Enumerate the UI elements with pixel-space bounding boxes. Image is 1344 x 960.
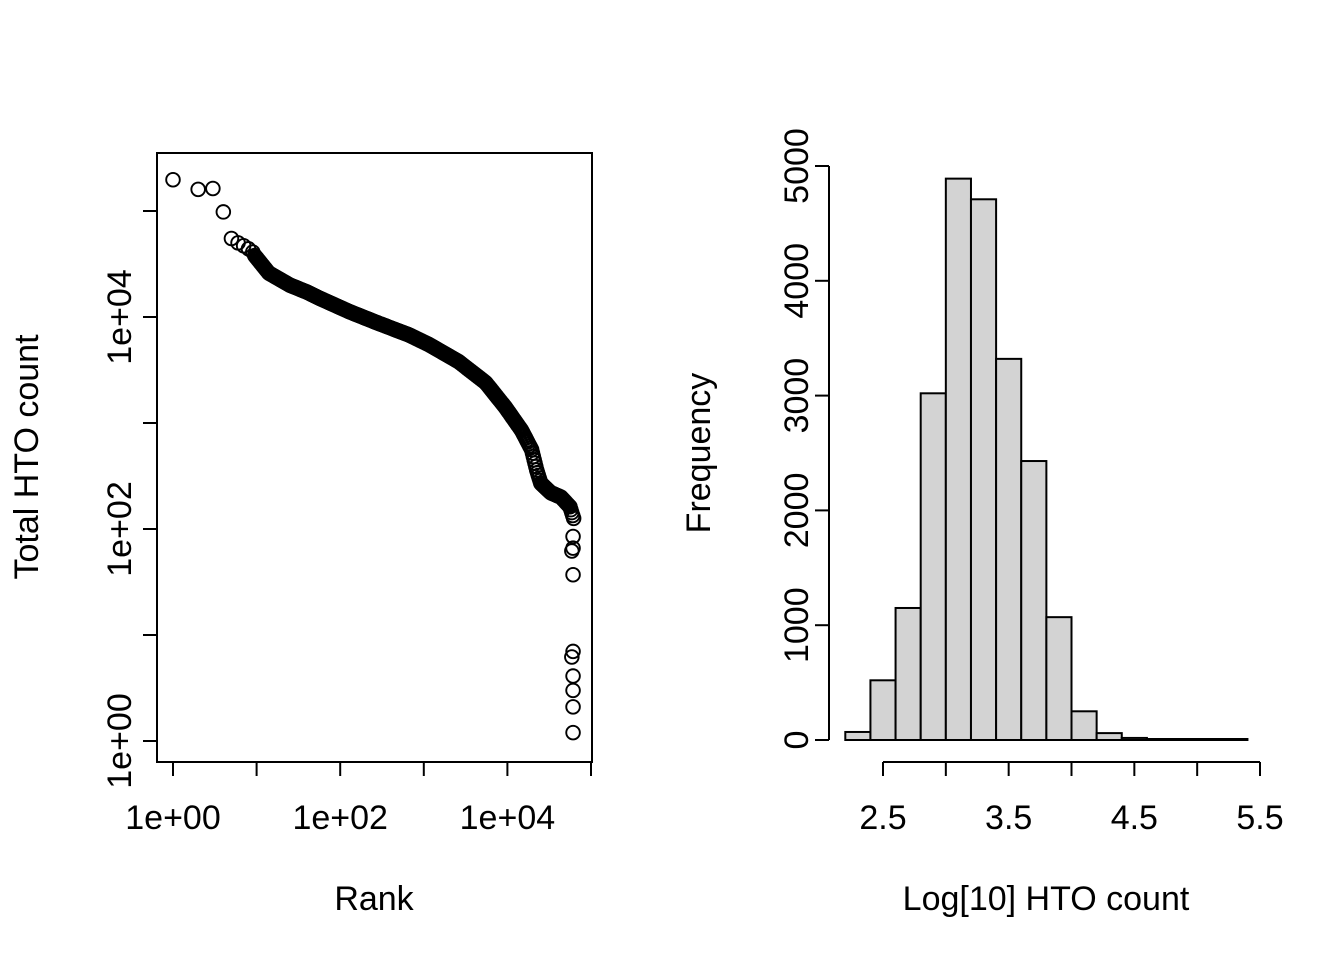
y-tick-label: 2000 bbox=[778, 473, 816, 549]
histogram-bar bbox=[1095, 732, 1123, 741]
histogram-bar bbox=[1020, 460, 1048, 741]
scatter-point bbox=[564, 543, 580, 559]
scatter-point bbox=[565, 682, 581, 699]
histogram-bars bbox=[844, 177, 1249, 742]
scatter-point bbox=[565, 643, 581, 660]
y-tick-label: 1e+02 bbox=[101, 481, 139, 577]
scatter-point bbox=[564, 649, 580, 665]
x-tick-label: 4.5 bbox=[1111, 799, 1158, 837]
scatter-point bbox=[190, 181, 206, 198]
y-tick-label: 0 bbox=[778, 731, 816, 750]
x-tick-label: 2.5 bbox=[859, 799, 906, 837]
histogram-bar bbox=[1221, 738, 1249, 741]
knee-y-axis-title: Total HTO count bbox=[8, 334, 46, 580]
hist-y-axis-title: Frequency bbox=[680, 373, 718, 534]
plot-box bbox=[156, 152, 593, 763]
histogram-bar bbox=[919, 392, 947, 741]
y-tick-label: 4000 bbox=[778, 243, 816, 319]
histogram-bar bbox=[1171, 738, 1199, 741]
knee-x-axis-title: Rank bbox=[334, 880, 414, 918]
y-tick-label: 5000 bbox=[778, 128, 816, 204]
scatter-point bbox=[205, 180, 221, 197]
histogram-bar bbox=[844, 730, 872, 741]
scatter-point bbox=[165, 172, 181, 188]
histogram: 0 1000 2000 3000 4000 5000 2.5 3.5 4.5 5.5 Log[10… bbox=[680, 128, 1284, 918]
scatter-point bbox=[565, 699, 581, 715]
knee-plot: 1e+00 1e+02 1e+04 1e+00 1e+02 1e+04 Rank Tota… bbox=[8, 152, 593, 918]
x-tick-label: 5.5 bbox=[1236, 799, 1283, 837]
scatter-point bbox=[215, 204, 232, 220]
histogram-bar bbox=[995, 357, 1023, 741]
x-tick-label: 1e+04 bbox=[460, 799, 556, 837]
histogram-bar bbox=[1070, 710, 1098, 741]
histogram-bar bbox=[1145, 738, 1174, 741]
scatter-point bbox=[565, 510, 582, 527]
scatter-point bbox=[565, 528, 581, 545]
y-tick-label: 1e+04 bbox=[101, 269, 139, 365]
x-tick-label: 1e+02 bbox=[292, 799, 388, 837]
histogram-bar bbox=[1120, 736, 1148, 741]
histogram-bar bbox=[969, 198, 998, 742]
hist-x-axis-title: Log[10] HTO count bbox=[903, 880, 1190, 918]
y-tick-label: 1e+00 bbox=[101, 693, 139, 789]
y-tick-label: 1000 bbox=[778, 587, 816, 663]
histogram-bar bbox=[894, 606, 922, 741]
histogram-bar bbox=[1196, 738, 1224, 741]
histogram-bar bbox=[944, 177, 972, 742]
histogram-bar bbox=[869, 679, 897, 742]
y-tick-label: 3000 bbox=[778, 358, 816, 434]
knee-plot-points bbox=[165, 172, 582, 741]
histogram-axes: 0 1000 2000 3000 4000 5000 2.5 3.5 4.5 5.5 bbox=[778, 128, 1284, 837]
scatter-point bbox=[565, 567, 581, 583]
x-tick-label: 3.5 bbox=[985, 799, 1032, 837]
scatter-point bbox=[565, 724, 581, 741]
histogram-bar bbox=[1045, 616, 1073, 741]
x-tick-label: 1e+00 bbox=[125, 799, 221, 837]
scatter-point bbox=[565, 668, 581, 684]
knee-plot-axes: 1e+00 1e+02 1e+04 1e+00 1e+02 1e+04 bbox=[101, 152, 593, 837]
